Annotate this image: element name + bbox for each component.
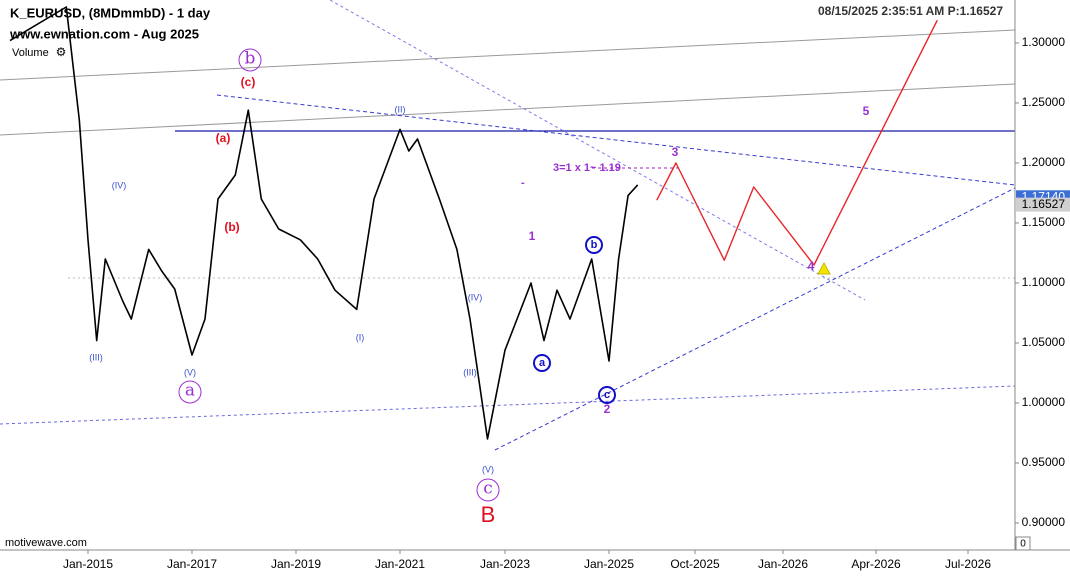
x-tick-label: Jan-2019 — [271, 557, 321, 571]
wave-circle — [238, 48, 262, 72]
y-tick-label: 1.20000 — [1022, 155, 1066, 169]
y-tick-label: 1.15000 — [1022, 215, 1066, 229]
x-tick-label: Jan-2021 — [375, 557, 425, 571]
wave-label: - — [521, 177, 525, 189]
trend-line — [494, 187, 1015, 451]
wave-label: (a) — [216, 131, 231, 145]
wave-label: B — [481, 502, 496, 527]
wave-label: b — [245, 49, 256, 69]
marker — [817, 261, 831, 275]
scale-button-label[interactable]: 0 — [1020, 539, 1026, 550]
projection-line — [656, 19, 938, 266]
wave-label: 2 — [604, 402, 611, 416]
price-tag — [1016, 197, 1070, 212]
x-tick-label: Jan-2015 — [63, 557, 113, 571]
price-line — [9, 6, 639, 440]
wave-label: (II) — [395, 104, 406, 114]
wave-circle — [476, 478, 500, 502]
wave-label: (IV) — [468, 292, 483, 302]
drawing-tools — [0, 0, 1015, 451]
wave-circle — [178, 380, 202, 404]
x-tick-label: Jan-2023 — [480, 557, 530, 571]
wave-label: (I) — [356, 332, 365, 342]
wave-circle — [585, 236, 603, 254]
scale-button[interactable] — [1015, 536, 1031, 551]
y-tick-label: 1.05000 — [1022, 335, 1066, 349]
x-tick-label: Jan-2025 — [584, 557, 634, 571]
wave-label: c — [483, 479, 493, 499]
wave-label: 3 — [672, 145, 679, 159]
wave-label: a — [185, 381, 195, 401]
wave-circle — [598, 386, 616, 404]
wave-label: (III) — [463, 367, 477, 377]
subtitle: www.ewnation.com - Aug 2025 — [9, 26, 199, 41]
wave-label: b — [591, 239, 598, 251]
wave-label: (V) — [482, 464, 494, 474]
y-tick-label: 0.90000 — [1022, 515, 1066, 529]
trend-line — [329, 0, 866, 301]
watermark: motivewave.com — [5, 537, 87, 549]
price-tag-label: 1.16527 — [1022, 197, 1066, 211]
trend-line — [0, 385, 1015, 425]
wave-label: a — [539, 357, 546, 369]
y-tick-label: 1.10000 — [1022, 275, 1066, 289]
chart-title: K_EURUSD, (8MDmmbD) - 1 day — [10, 5, 211, 20]
wave-circle — [533, 354, 551, 372]
y-tick-label: 1.00000 — [1022, 395, 1066, 409]
plot — [9, 6, 938, 440]
y-tick-label: 0.95000 — [1022, 455, 1066, 469]
timestamp: 08/15/2025 2:35:51 AM P:1.16527 — [818, 4, 1003, 18]
wave-label: 1 — [529, 229, 536, 243]
wave-label: (V) — [184, 367, 196, 377]
wave-label: 4 — [808, 259, 815, 273]
volume-label: Volume — [12, 47, 49, 59]
wave-label: 3=1 x 1~ 1.19 — [553, 162, 621, 174]
x-tick-label: Oct-2025 — [670, 557, 720, 571]
wave-label: c — [604, 389, 610, 401]
y-tick-label: 1.25000 — [1022, 95, 1066, 109]
wave-label: 5 — [863, 104, 870, 118]
y-tick-label: 1.30000 — [1022, 35, 1066, 49]
wave-label: (b) — [224, 220, 239, 234]
x-tick-label: Apr-2026 — [851, 557, 901, 571]
trend-line — [216, 94, 1015, 186]
wave-label: (c) — [241, 75, 256, 89]
x-tick-label: Jul-2026 — [945, 557, 991, 571]
trend-line — [0, 29, 1015, 81]
wave-label: (III) — [89, 352, 103, 362]
x-tick-label: Jan-2026 — [758, 557, 808, 571]
wave-label: (IV) — [112, 180, 127, 190]
x-tick-label: Jan-2017 — [167, 557, 217, 571]
settings-icon[interactable]: ⚙ — [56, 45, 67, 59]
trend-line — [0, 83, 1015, 136]
